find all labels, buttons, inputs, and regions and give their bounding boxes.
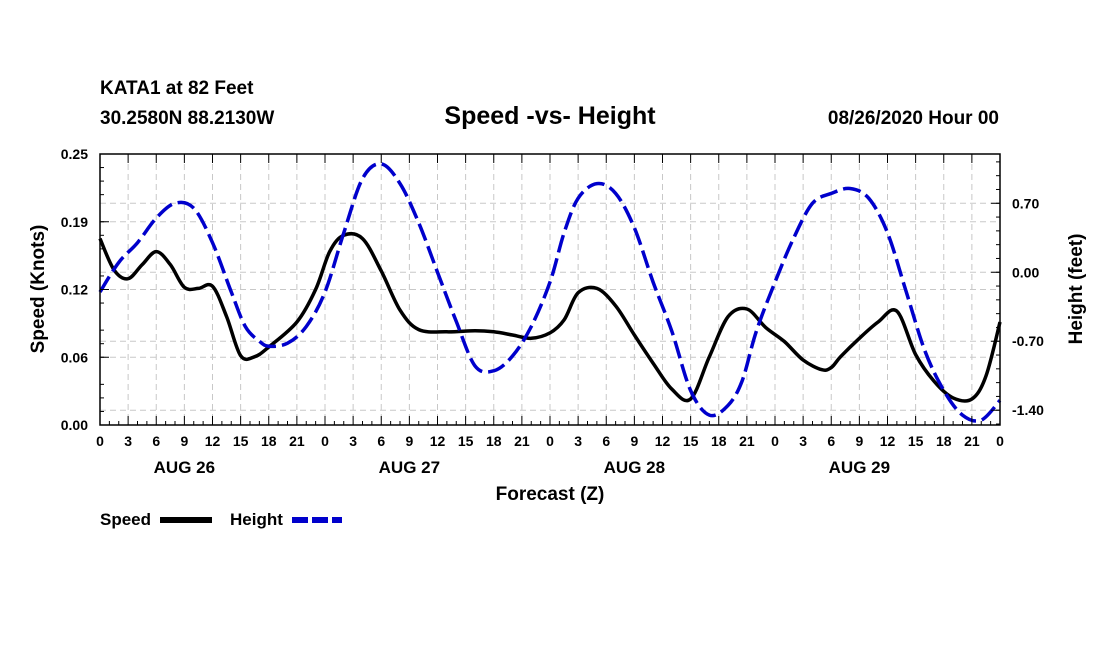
x-tick-label: 0 [996, 433, 1004, 449]
x-tick-label: 18 [936, 433, 952, 449]
x-tick-label: 9 [630, 433, 638, 449]
y-right-tick-label: -0.70 [1012, 333, 1044, 349]
x-tick-label: 12 [430, 433, 446, 449]
legend: Speed Height [100, 510, 342, 529]
y-right-tick-label: 0.70 [1012, 195, 1039, 211]
legend-label-height: Height [230, 510, 283, 529]
x-tick-label: 18 [486, 433, 502, 449]
x-tick-label: 12 [655, 433, 671, 449]
chart-title: Speed -vs- Height [444, 102, 656, 130]
x-tick-label: 21 [289, 433, 305, 449]
x-tick-label: 21 [739, 433, 755, 449]
x-tick-label: 9 [855, 433, 863, 449]
x-tick-label: 0 [321, 433, 329, 449]
series-line-height [98, 162, 1002, 423]
x-tick-label: 9 [405, 433, 413, 449]
station-name: KATA1 at 82 Feet [100, 78, 254, 99]
x-tick-label: 6 [377, 433, 385, 449]
x-tick-label: 15 [908, 433, 924, 449]
x-tick-label: 9 [180, 433, 188, 449]
series-line-speed [98, 232, 1002, 403]
x-axis-label: Forecast (Z) [496, 484, 605, 505]
x-tick-label: 18 [711, 433, 727, 449]
y-left-tick-label: 0.12 [61, 282, 88, 298]
x-tick-label: 3 [349, 433, 357, 449]
x-tick-label: 21 [514, 433, 530, 449]
x-tick-label: 15 [683, 433, 699, 449]
x-tick-label: 6 [827, 433, 835, 449]
run-time: 08/26/2020 Hour 00 [828, 108, 999, 129]
x-tick-label: 6 [152, 433, 160, 449]
x-tick-label: 21 [964, 433, 980, 449]
x-day-label: AUG 27 [379, 458, 440, 477]
x-tick-label: 15 [458, 433, 474, 449]
station-coordinates: 30.2580N 88.2130W [100, 108, 274, 129]
x-tick-label: 3 [124, 433, 132, 449]
y-left-tick-label: 0.19 [61, 214, 88, 230]
x-day-label: AUG 28 [604, 458, 665, 477]
y-right-tick-label: -1.40 [1012, 402, 1044, 418]
x-tick-label: 12 [880, 433, 896, 449]
y-left-tick-label: 0.00 [61, 417, 88, 433]
axis-ticks: 0 3 6 9 12 15 18 21 0 3 6 9 12 15 18 21 0 3 6 9 12 15 18 21 0 3 6 9… [61, 146, 1044, 477]
x-day-label: AUG 29 [829, 458, 890, 477]
x-tick-label: 0 [96, 433, 104, 449]
y-right-tick-label: 0.00 [1012, 264, 1039, 280]
grid [100, 154, 1000, 425]
x-tick-label: 12 [205, 433, 221, 449]
y-left-tick-label: 0.06 [61, 349, 88, 365]
series-layer [98, 162, 1002, 423]
y-axis-left-label: Speed (Knots) [28, 225, 49, 354]
x-tick-label: 3 [574, 433, 582, 449]
x-tick-label: 0 [771, 433, 779, 449]
y-axis-right-label: Height (feet) [1066, 234, 1087, 345]
x-tick-label: 0 [546, 433, 554, 449]
x-tick-label: 18 [261, 433, 277, 449]
x-tick-label: 3 [799, 433, 807, 449]
legend-label-speed: Speed [100, 510, 151, 529]
y-left-tick-label: 0.25 [61, 146, 88, 162]
x-day-label: AUG 26 [154, 458, 215, 477]
x-tick-label: 15 [233, 433, 249, 449]
x-tick-label: 6 [602, 433, 610, 449]
